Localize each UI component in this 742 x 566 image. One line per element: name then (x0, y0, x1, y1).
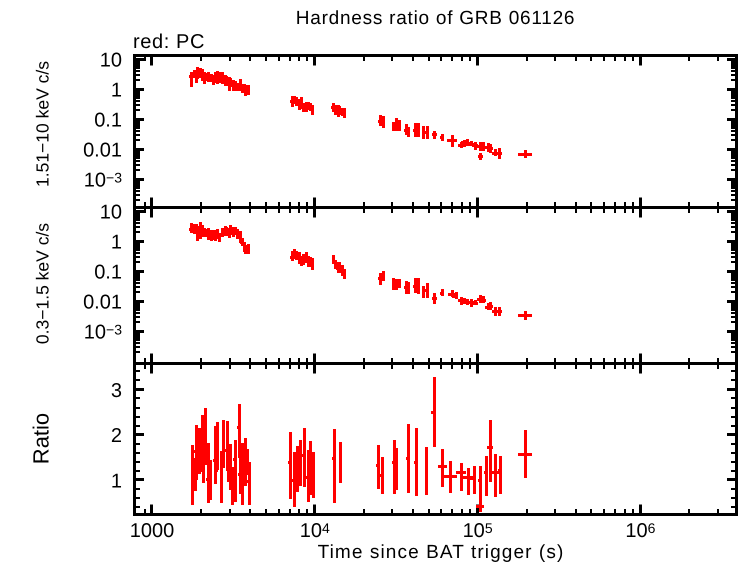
svg-text:1: 1 (111, 232, 122, 254)
svg-text:1.51−10 keV c/s: 1.51−10 keV c/s (33, 61, 53, 187)
svg-text:3: 3 (111, 380, 122, 402)
svg-text:0.1: 0.1 (94, 262, 122, 284)
svg-text:10: 10 (100, 202, 122, 224)
svg-text:1000: 1000 (130, 520, 175, 542)
svg-text:2: 2 (111, 425, 122, 447)
svg-text:1: 1 (111, 80, 122, 102)
svg-text:0.01: 0.01 (83, 140, 122, 162)
svg-text:Ratio: Ratio (29, 413, 54, 464)
svg-text:0.01: 0.01 (83, 292, 122, 314)
svg-text:0.3−1.5 keV c/s: 0.3−1.5 keV c/s (33, 223, 53, 344)
svg-text:Hardness ratio of GRB 061126: Hardness ratio of GRB 061126 (296, 8, 575, 29)
svg-text:0.1: 0.1 (94, 110, 122, 132)
svg-text:10: 10 (100, 50, 122, 72)
svg-text:Time since BAT trigger (s): Time since BAT trigger (s) (318, 542, 565, 563)
svg-text:red: PC: red: PC (133, 31, 205, 53)
svg-text:1: 1 (111, 471, 122, 493)
